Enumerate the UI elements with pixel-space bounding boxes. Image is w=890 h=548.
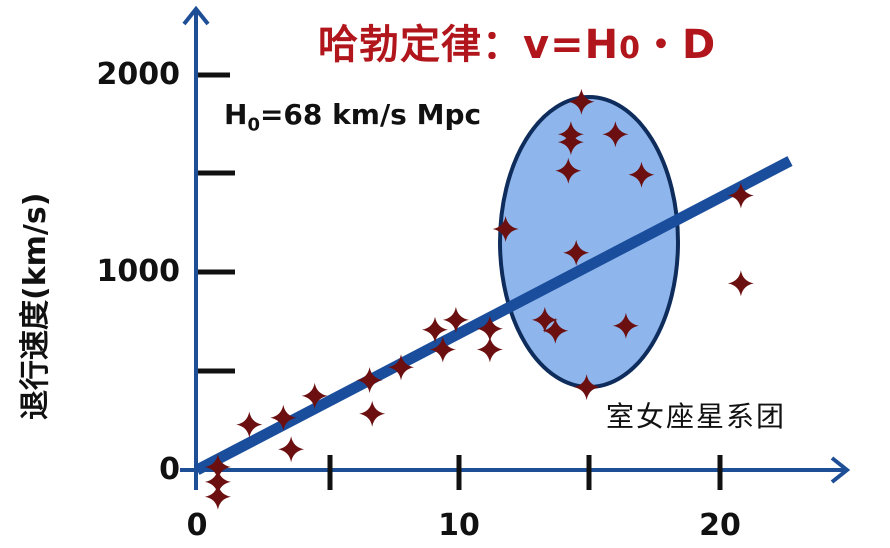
title-main: 哈勃定律：v=H — [318, 22, 620, 68]
data-point-marker — [204, 483, 231, 510]
data-point-marker — [476, 336, 503, 363]
y-ticks — [198, 72, 235, 374]
data-point-marker — [278, 436, 305, 463]
y-tick-label-0: 0 — [159, 452, 180, 487]
x-tick-label-0: 0 — [186, 508, 208, 543]
constant-value: =68 km/s Mpc — [259, 98, 482, 131]
x-tick-label-20: 20 — [699, 508, 741, 543]
data-point-marker — [727, 270, 754, 297]
x-axis-arrow-icon — [830, 456, 851, 484]
x-ticks — [327, 455, 723, 490]
x-tick-label-10: 10 — [438, 508, 480, 543]
title-tail: ・D — [640, 22, 717, 68]
y-axis-arrow-icon — [182, 5, 210, 26]
virgo-cluster-ellipse — [498, 95, 680, 389]
y-axis-label: 退行速度(km/s) — [18, 192, 53, 420]
y-tick-label-2000: 2000 — [96, 57, 181, 92]
chart-title: 哈勃定律：v=H0・D — [318, 12, 716, 70]
constant-prefix: H — [224, 98, 248, 131]
constant-subscript: 0 — [247, 114, 260, 136]
hubble-constant-annotation: H0=68 km/s Mpc — [224, 98, 481, 136]
y-tick-label-1000: 1000 — [96, 254, 181, 289]
title-subscript: 0 — [619, 31, 641, 66]
hubble-fit-line — [194, 156, 793, 475]
data-point-marker — [359, 400, 386, 427]
virgo-cluster-label: 室女座星系团 — [606, 400, 787, 433]
